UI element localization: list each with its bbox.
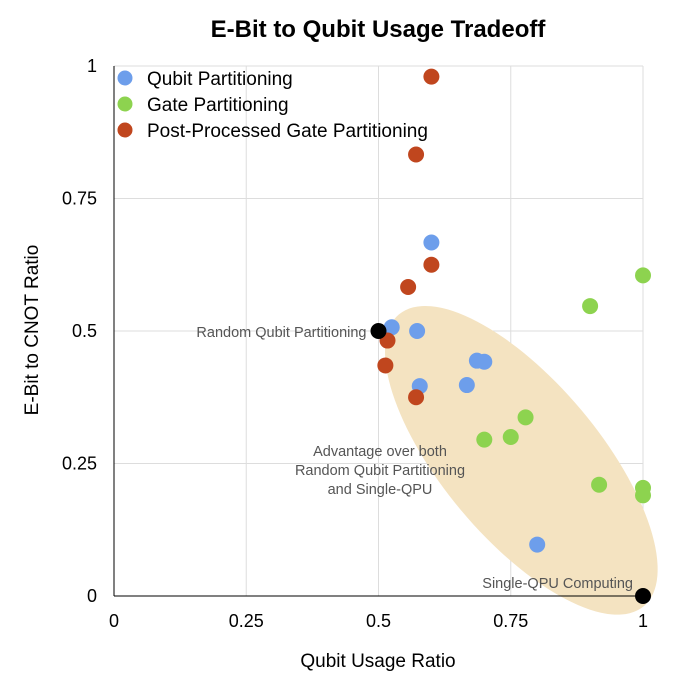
advantage-region-label-line-0: Advantage over both: [313, 444, 447, 460]
point-series1-7: [635, 487, 651, 504]
legend-label-1: Gate Partitioning: [147, 95, 289, 116]
legend-marker-2: [117, 122, 133, 138]
legend-label-0: Qubit Partitioning: [147, 69, 293, 90]
y-tick-label-1: 0.25: [62, 454, 97, 474]
point-series2-5: [377, 357, 394, 374]
axes: [113, 66, 643, 597]
legend-label-2: Post-Processed Gate Partitioning: [147, 121, 428, 142]
point-series0-7: [529, 536, 546, 553]
reference-label-0: Random Qubit Partitioning: [196, 325, 366, 341]
reference-points: Random Qubit Partitioning Single-QPU Comp…: [196, 323, 651, 604]
point-series2-3: [400, 279, 417, 296]
advantage-region-label-line-2: and Single-QPU: [328, 482, 433, 498]
reference-label-1: Single-QPU Computing: [482, 576, 633, 592]
x-tick-label-2: 0.5: [366, 611, 391, 631]
legend: Qubit Partitioning Gate Partitioning Post-…: [117, 69, 428, 142]
point-series0-2: [423, 234, 440, 251]
point-series2-2: [423, 256, 440, 273]
reference-point-0: [370, 323, 387, 339]
tick-labels: 0 0.25 0.5 0.75 1 0 0.25 0.5 0.75 1: [62, 56, 648, 631]
point-series2-6: [408, 389, 425, 406]
x-tick-label-4: 1: [638, 611, 648, 631]
legend-marker-1: [117, 96, 133, 112]
point-series1-0: [635, 267, 651, 284]
y-tick-label-4: 1: [87, 56, 97, 76]
point-series1-1: [582, 298, 599, 315]
advantage-region-ellipse: [385, 305, 658, 615]
x-tick-label-3: 0.75: [493, 611, 528, 631]
point-series0-0: [383, 319, 400, 336]
y-axis-label: E-Bit to CNOT Ratio: [22, 245, 43, 416]
y-tick-label-0: 0: [87, 586, 97, 606]
point-series2-0: [423, 68, 440, 85]
point-series2-1: [408, 146, 425, 163]
point-series0-4: [476, 353, 493, 370]
x-tick-label-0: 0: [109, 611, 119, 631]
point-series1-5: [591, 476, 608, 493]
point-series1-3: [502, 429, 519, 445]
advantage-region-label-line-1: Random Qubit Partitioning: [295, 463, 465, 479]
point-series1-2: [517, 409, 534, 426]
reference-point-1: [635, 588, 651, 604]
y-tick-label-3: 0.75: [62, 189, 97, 209]
x-tick-label-1: 0.25: [229, 611, 264, 631]
legend-marker-0: [117, 70, 133, 86]
x-axis-label: Qubit Usage Ratio: [300, 651, 455, 672]
advantage-region: Advantage over both Random Qubit Partitio…: [295, 305, 658, 615]
y-tick-label-2: 0.5: [72, 321, 97, 341]
point-series1-4: [476, 431, 493, 448]
advantage-region-label: Advantage over both Random Qubit Partitio…: [295, 444, 465, 498]
point-series0-6: [458, 377, 475, 394]
point-series0-1: [409, 323, 426, 339]
chart-title: E-Bit to Qubit Usage Tradeoff: [211, 16, 547, 43]
